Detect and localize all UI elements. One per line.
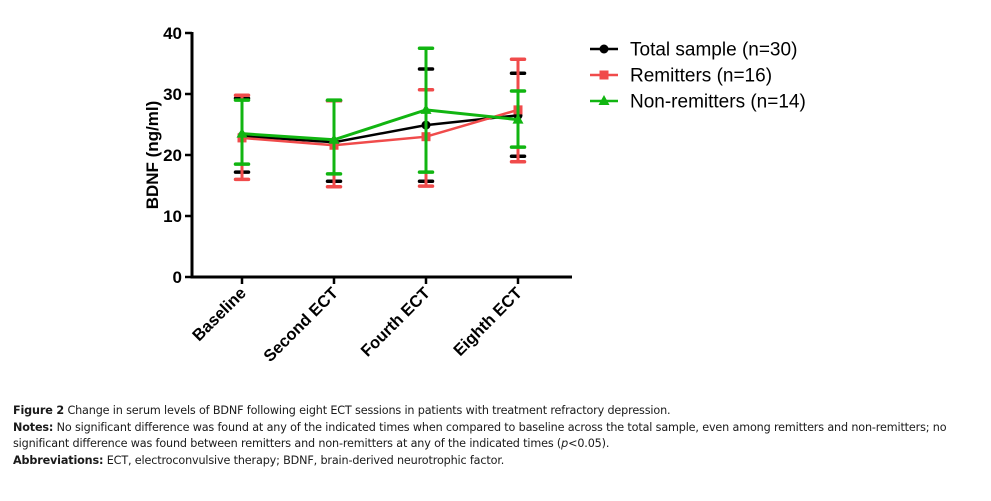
legend-item: Total sample (n=30) — [590, 40, 797, 61]
y-tick-label: 30 — [163, 85, 182, 104]
marker-circle — [599, 44, 609, 54]
figure-text: Change in serum levels of BDNF following… — [64, 404, 671, 417]
series-line — [241, 108, 519, 142]
series-line — [241, 114, 519, 144]
notes-text: No significant difference was found at a… — [13, 420, 947, 451]
marker-triangle — [236, 127, 248, 138]
abbreviations-label: Abbreviations: — [13, 453, 104, 467]
y-tick-label: 0 — [173, 268, 182, 287]
marker-triangle — [512, 113, 524, 124]
y-tick-label: 20 — [163, 146, 182, 165]
notes-label: Notes: — [13, 420, 54, 434]
marker-triangle — [328, 133, 340, 144]
figure-label: Figure 2 — [13, 404, 65, 417]
figure-caption: Figure 2 Change in serum levels of BDNF … — [13, 403, 983, 469]
abbreviations-text: ECT, electroconvulsive therapy; BDNF, br… — [103, 453, 505, 467]
legend-label: Non-remitters (n=14) — [630, 92, 806, 113]
series-remitters — [233, 57, 527, 189]
marker-square — [599, 70, 609, 80]
marker-triangle — [598, 95, 610, 105]
x-tick-label: Fourth ECT — [358, 284, 434, 360]
series-non-remitters — [233, 46, 527, 176]
series-line — [241, 108, 519, 147]
figure-title: Figure 2 Change in serum levels of BDNF … — [13, 403, 983, 420]
legend-label: Total sample (n=30) — [630, 40, 797, 61]
x-tick-label: Second ECT — [260, 284, 341, 365]
y-tick-label: 10 — [163, 207, 182, 226]
figure-abbreviations: Abbreviations: ECT, electroconvulsive th… — [13, 453, 983, 470]
series-layer — [233, 46, 527, 189]
legend-item: Non-remitters (n=14) — [590, 92, 806, 113]
y-axis-label: BDNF (ng/ml) — [143, 101, 162, 210]
legend-item: Remitters (n=16) — [590, 66, 772, 87]
figure-notes: Notes: No significant difference was fou… — [13, 420, 983, 453]
bdnf-chart: 0 10 20 30 40 Baseline Second ECT Fourth ECT Eig… — [143, 24, 806, 366]
x-tick-label: Eighth ECT — [450, 284, 526, 360]
y-tick-label: 40 — [163, 24, 182, 43]
legend-label: Remitters (n=16) — [630, 66, 772, 87]
notes-text-end: <0.05). — [568, 437, 610, 450]
axes: 0 10 20 30 40 Baseline Second ECT Fourth ECT Eig… — [163, 24, 572, 366]
notes-p-symbol: p — [561, 437, 569, 450]
x-tick-label: Baseline — [189, 284, 250, 345]
legend: Total sample (n=30) Remitters (n=16) Non-r… — [590, 40, 806, 113]
marker-triangle — [420, 103, 432, 114]
